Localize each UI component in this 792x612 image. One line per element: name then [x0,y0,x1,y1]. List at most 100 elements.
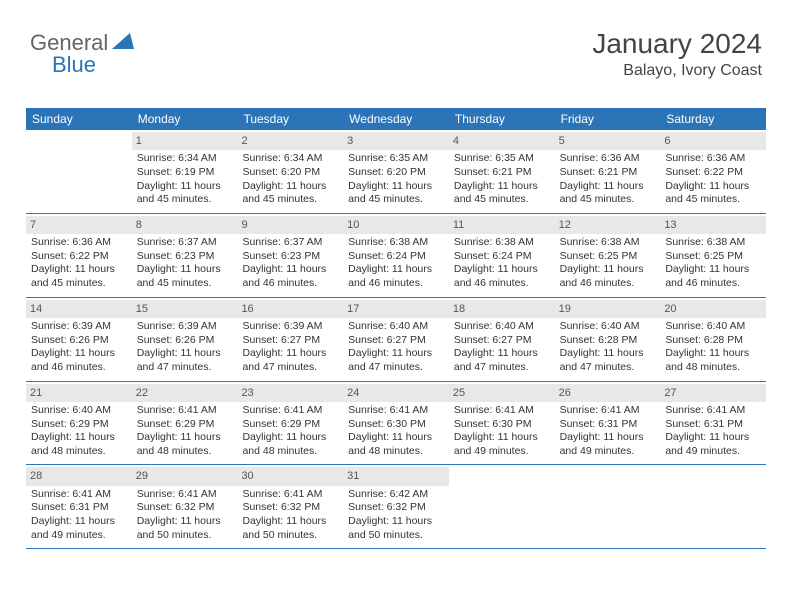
calendar-day-cell: 16 Sunrise: 6:39 AMSunset: 6:27 PMDayligh… [237,298,343,381]
calendar-header-cell: Tuesday [237,108,343,130]
day-details: Sunrise: 6:38 AMSunset: 6:25 PMDaylight:… [559,236,657,291]
calendar-day-cell: 24 Sunrise: 6:41 AMSunset: 6:30 PMDayligh… [343,382,449,465]
calendar-day-cell [555,465,661,548]
day-number: 31 [343,467,449,485]
day-details: Sunrise: 6:41 AMSunset: 6:30 PMDaylight:… [453,404,551,459]
calendar-day-cell: 10 Sunrise: 6:38 AMSunset: 6:24 PMDayligh… [343,214,449,297]
calendar: SundayMondayTuesdayWednesdayThursdayFrid… [26,108,766,549]
calendar-day-cell: 19 Sunrise: 6:40 AMSunset: 6:28 PMDayligh… [555,298,661,381]
calendar-header-cell: Sunday [26,108,132,130]
day-number: 12 [555,216,661,234]
day-number: 22 [132,384,238,402]
day-number: 13 [660,216,766,234]
day-details: Sunrise: 6:37 AMSunset: 6:23 PMDaylight:… [136,236,234,291]
calendar-day-cell: 31 Sunrise: 6:42 AMSunset: 6:32 PMDayligh… [343,465,449,548]
calendar-header-cell: Friday [555,108,661,130]
calendar-day-cell: 30 Sunrise: 6:41 AMSunset: 6:32 PMDayligh… [237,465,343,548]
day-details: Sunrise: 6:41 AMSunset: 6:31 PMDaylight:… [30,488,128,543]
calendar-day-cell: 27Sunrise: 6:41 AMSunset: 6:31 PMDayligh… [660,382,766,465]
day-number: 4 [449,132,555,150]
calendar-week-row: 14Sunrise: 6:39 AMSunset: 6:26 PMDayligh… [26,298,766,382]
calendar-week-row: 7Sunrise: 6:36 AMSunset: 6:22 PMDaylight… [26,214,766,298]
day-details: Sunrise: 6:35 AMSunset: 6:21 PMDaylight:… [453,152,551,207]
day-number: 24 [343,384,449,402]
calendar-day-cell: 4 Sunrise: 6:35 AMSunset: 6:21 PMDaylight… [449,130,555,213]
day-details: Sunrise: 6:41 AMSunset: 6:29 PMDaylight:… [136,404,234,459]
logo-text-blue-wrap: Blue [52,52,96,78]
day-number: 16 [237,300,343,318]
calendar-day-cell: 18 Sunrise: 6:40 AMSunset: 6:27 PMDayligh… [449,298,555,381]
day-number: 18 [449,300,555,318]
day-details: Sunrise: 6:34 AMSunset: 6:19 PMDaylight:… [136,152,234,207]
day-number: 23 [237,384,343,402]
calendar-day-cell: 5Sunrise: 6:36 AMSunset: 6:21 PMDaylight… [555,130,661,213]
day-details: Sunrise: 6:39 AMSunset: 6:27 PMDaylight:… [241,320,339,375]
calendar-day-cell: 6Sunrise: 6:36 AMSunset: 6:22 PMDaylight… [660,130,766,213]
day-details: Sunrise: 6:38 AMSunset: 6:24 PMDaylight:… [347,236,445,291]
title-block: January 2024 Balayo, Ivory Coast [592,28,762,80]
day-number: 20 [660,300,766,318]
calendar-day-cell: 11Sunrise: 6:38 AMSunset: 6:24 PMDayligh… [449,214,555,297]
calendar-day-cell: 23 Sunrise: 6:41 AMSunset: 6:29 PMDayligh… [237,382,343,465]
day-number: 17 [343,300,449,318]
day-details: Sunrise: 6:41 AMSunset: 6:32 PMDaylight:… [136,488,234,543]
day-details: Sunrise: 6:35 AMSunset: 6:20 PMDaylight:… [347,152,445,207]
calendar-day-cell: 20 Sunrise: 6:40 AMSunset: 6:28 PMDayligh… [660,298,766,381]
day-details: Sunrise: 6:41 AMSunset: 6:30 PMDaylight:… [347,404,445,459]
calendar-header-cell: Wednesday [343,108,449,130]
day-details: Sunrise: 6:40 AMSunset: 6:28 PMDaylight:… [559,320,657,375]
calendar-week-row: 21Sunrise: 6:40 AMSunset: 6:29 PMDayligh… [26,382,766,466]
page-title: January 2024 [592,28,762,60]
calendar-day-cell: 2 Sunrise: 6:34 AMSunset: 6:20 PMDaylight… [237,130,343,213]
day-details: Sunrise: 6:41 AMSunset: 6:29 PMDaylight:… [241,404,339,459]
day-number: 1 [132,132,238,150]
calendar-day-cell: 14 Sunrise: 6:39 AMSunset: 6:26 PMDayligh… [26,298,132,381]
calendar-day-cell: 8Sunrise: 6:37 AMSunset: 6:23 PMDaylight… [132,214,238,297]
day-number: 3 [343,132,449,150]
day-number: 2 [237,132,343,150]
calendar-header-cell: Saturday [660,108,766,130]
day-details: Sunrise: 6:40 AMSunset: 6:27 PMDaylight:… [453,320,551,375]
day-number: 29 [132,467,238,485]
calendar-body: 1 Sunrise: 6:34 AMSunset: 6:19 PMDaylight… [26,130,766,549]
calendar-day-cell [660,465,766,548]
day-number: 14 [26,300,132,318]
calendar-day-cell: 25 Sunrise: 6:41 AMSunset: 6:30 PMDayligh… [449,382,555,465]
day-details: Sunrise: 6:38 AMSunset: 6:25 PMDaylight:… [664,236,762,291]
day-details: Sunrise: 6:34 AMSunset: 6:20 PMDaylight:… [241,152,339,207]
day-details: Sunrise: 6:39 AMSunset: 6:26 PMDaylight:… [30,320,128,375]
day-details: Sunrise: 6:36 AMSunset: 6:22 PMDaylight:… [30,236,128,291]
calendar-day-cell: 28 Sunrise: 6:41 AMSunset: 6:31 PMDayligh… [26,465,132,548]
calendar-week-row: 28 Sunrise: 6:41 AMSunset: 6:31 PMDayligh… [26,465,766,549]
day-number: 15 [132,300,238,318]
calendar-day-cell: 26Sunrise: 6:41 AMSunset: 6:31 PMDayligh… [555,382,661,465]
day-details: Sunrise: 6:39 AMSunset: 6:26 PMDaylight:… [136,320,234,375]
calendar-header-cell: Thursday [449,108,555,130]
calendar-day-cell: 1 Sunrise: 6:34 AMSunset: 6:19 PMDaylight… [132,130,238,213]
day-details: Sunrise: 6:42 AMSunset: 6:32 PMDaylight:… [347,488,445,543]
calendar-day-cell: 12 Sunrise: 6:38 AMSunset: 6:25 PMDayligh… [555,214,661,297]
day-number: 26 [555,384,661,402]
calendar-day-cell: 22 Sunrise: 6:41 AMSunset: 6:29 PMDayligh… [132,382,238,465]
calendar-day-cell: 15 Sunrise: 6:39 AMSunset: 6:26 PMDayligh… [132,298,238,381]
calendar-day-cell: 3 Sunrise: 6:35 AMSunset: 6:20 PMDaylight… [343,130,449,213]
day-number: 19 [555,300,661,318]
calendar-day-cell: 21Sunrise: 6:40 AMSunset: 6:29 PMDayligh… [26,382,132,465]
day-number: 10 [343,216,449,234]
day-details: Sunrise: 6:38 AMSunset: 6:24 PMDaylight:… [453,236,551,291]
day-number: 25 [449,384,555,402]
day-number: 30 [237,467,343,485]
day-details: Sunrise: 6:40 AMSunset: 6:28 PMDaylight:… [664,320,762,375]
day-details: Sunrise: 6:37 AMSunset: 6:23 PMDaylight:… [241,236,339,291]
calendar-header-row: SundayMondayTuesdayWednesdayThursdayFrid… [26,108,766,130]
day-number: 9 [237,216,343,234]
day-number: 28 [26,467,132,485]
calendar-day-cell [449,465,555,548]
day-details: Sunrise: 6:36 AMSunset: 6:22 PMDaylight:… [664,152,762,207]
calendar-day-cell: 9 Sunrise: 6:37 AMSunset: 6:23 PMDaylight… [237,214,343,297]
logo-triangle-icon [112,33,134,54]
day-details: Sunrise: 6:41 AMSunset: 6:32 PMDaylight:… [241,488,339,543]
calendar-day-cell: 29 Sunrise: 6:41 AMSunset: 6:32 PMDayligh… [132,465,238,548]
day-details: Sunrise: 6:40 AMSunset: 6:29 PMDaylight:… [30,404,128,459]
calendar-day-cell: 13 Sunrise: 6:38 AMSunset: 6:25 PMDayligh… [660,214,766,297]
